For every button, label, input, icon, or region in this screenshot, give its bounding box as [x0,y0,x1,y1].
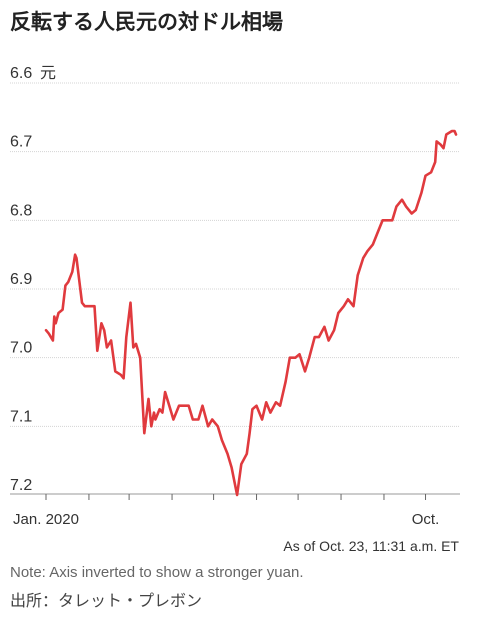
y-tick-label: 7.1 [10,408,32,425]
x-tick-label: Oct. [412,511,440,528]
as-of-timestamp: As of Oct. 23, 11:31 a.m. ET [283,538,459,554]
chart-title: 反転する人民元の対ドル相場 [10,10,283,34]
series-line [44,129,458,497]
x-tick-label: Jan. 2020 [13,511,79,528]
x-axis: Jan. 2020 Oct. [10,493,460,528]
gridlines [10,82,460,427]
y-tick-label: 6.8 [10,202,32,219]
y-tick-labels: 6.6 元 6.7 6.8 6.9 7.0 7.1 7.2 [10,65,56,494]
chart-source: 出所：タレット・プレボン [10,591,203,610]
y-unit-label: 元 [40,65,56,82]
y-tick-label: 6.7 [10,134,32,151]
y-tick-label: 6.9 [10,271,32,288]
series-layer [44,129,458,497]
chart-note: Note: Axis inverted to show a stronger y… [10,564,304,581]
y-tick-label: 7.0 [10,340,32,357]
y-tick-label: 6.6 [10,65,32,82]
y-tick-label: 7.2 [10,477,32,494]
